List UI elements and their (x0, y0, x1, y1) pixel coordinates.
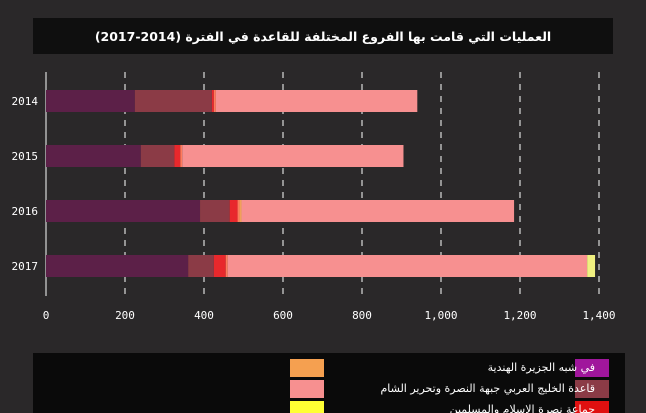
bar-segment (46, 200, 201, 222)
bar-segment (180, 145, 183, 167)
x-tick-label: 600 (273, 309, 293, 322)
bar-segment (237, 200, 240, 222)
y-tick-label: 2015 (12, 150, 39, 163)
y-tick-label: 2016 (12, 205, 39, 218)
bar-segment (229, 200, 238, 222)
bar-segment (225, 255, 228, 277)
bar-segment (239, 200, 242, 222)
legend-swatch (575, 380, 609, 398)
bar-segment (182, 145, 404, 167)
legend-label: قاعدة الخليج العربي جبهة النصرة وتحرير ا… (380, 382, 595, 395)
bar-segment (46, 145, 141, 167)
bar-segment (213, 255, 226, 277)
legend-item: في شبه الجزيرة الهندية (285, 359, 609, 377)
x-tick-label: 1,200 (503, 309, 536, 322)
bar-segment (134, 90, 212, 112)
y-tick-label: 2017 (12, 260, 39, 273)
legend-item: قاعدة الخليج العربي جبهة النصرة وتحرير ا… (285, 380, 609, 398)
x-tick-label: 400 (194, 309, 214, 322)
bar-segment (211, 90, 214, 112)
chart-plot: 2014 2015 2016 2017 0 200 400 600 800 1,000 1,200 1… (12, 72, 616, 322)
bar-segment (587, 255, 596, 277)
x-tick-label: 0 (43, 309, 50, 322)
legend-swatch (290, 401, 324, 413)
bar-segment (227, 255, 588, 277)
bar-segment (188, 255, 214, 277)
legend-item: جماعة نصرة الإسلام والمسلمين (285, 401, 609, 413)
bar-segment (213, 90, 216, 112)
x-tick-label: 800 (352, 309, 372, 322)
x-tick-label: 1,000 (424, 309, 457, 322)
bar-segment (46, 255, 189, 277)
bar-segment (140, 145, 175, 167)
bar-segment (241, 200, 515, 222)
legend-item (290, 401, 326, 413)
legend-swatch (290, 359, 324, 377)
x-tick-label: 200 (115, 309, 135, 322)
legend-swatch (290, 380, 324, 398)
legend-label: في شبه الجزيرة الهندية (487, 361, 595, 374)
bar-segment (200, 200, 230, 222)
bar-segment (174, 145, 181, 167)
y-tick-label: 2014 (12, 95, 39, 108)
x-tick-label: 1,400 (582, 309, 615, 322)
legend-item (290, 380, 326, 398)
legend-swatch (575, 359, 609, 377)
chart-title: العمليات التي قامت بها الفروع المختلفة ل… (33, 18, 613, 54)
legend-item (290, 359, 326, 377)
legend-label: جماعة نصرة الإسلام والمسلمين (449, 403, 595, 413)
chart-legend: في شبه الجزيرة الهندية قاعدة الخليج العرب… (33, 353, 625, 413)
bar-segment (215, 90, 418, 112)
bar-segment (46, 90, 135, 112)
